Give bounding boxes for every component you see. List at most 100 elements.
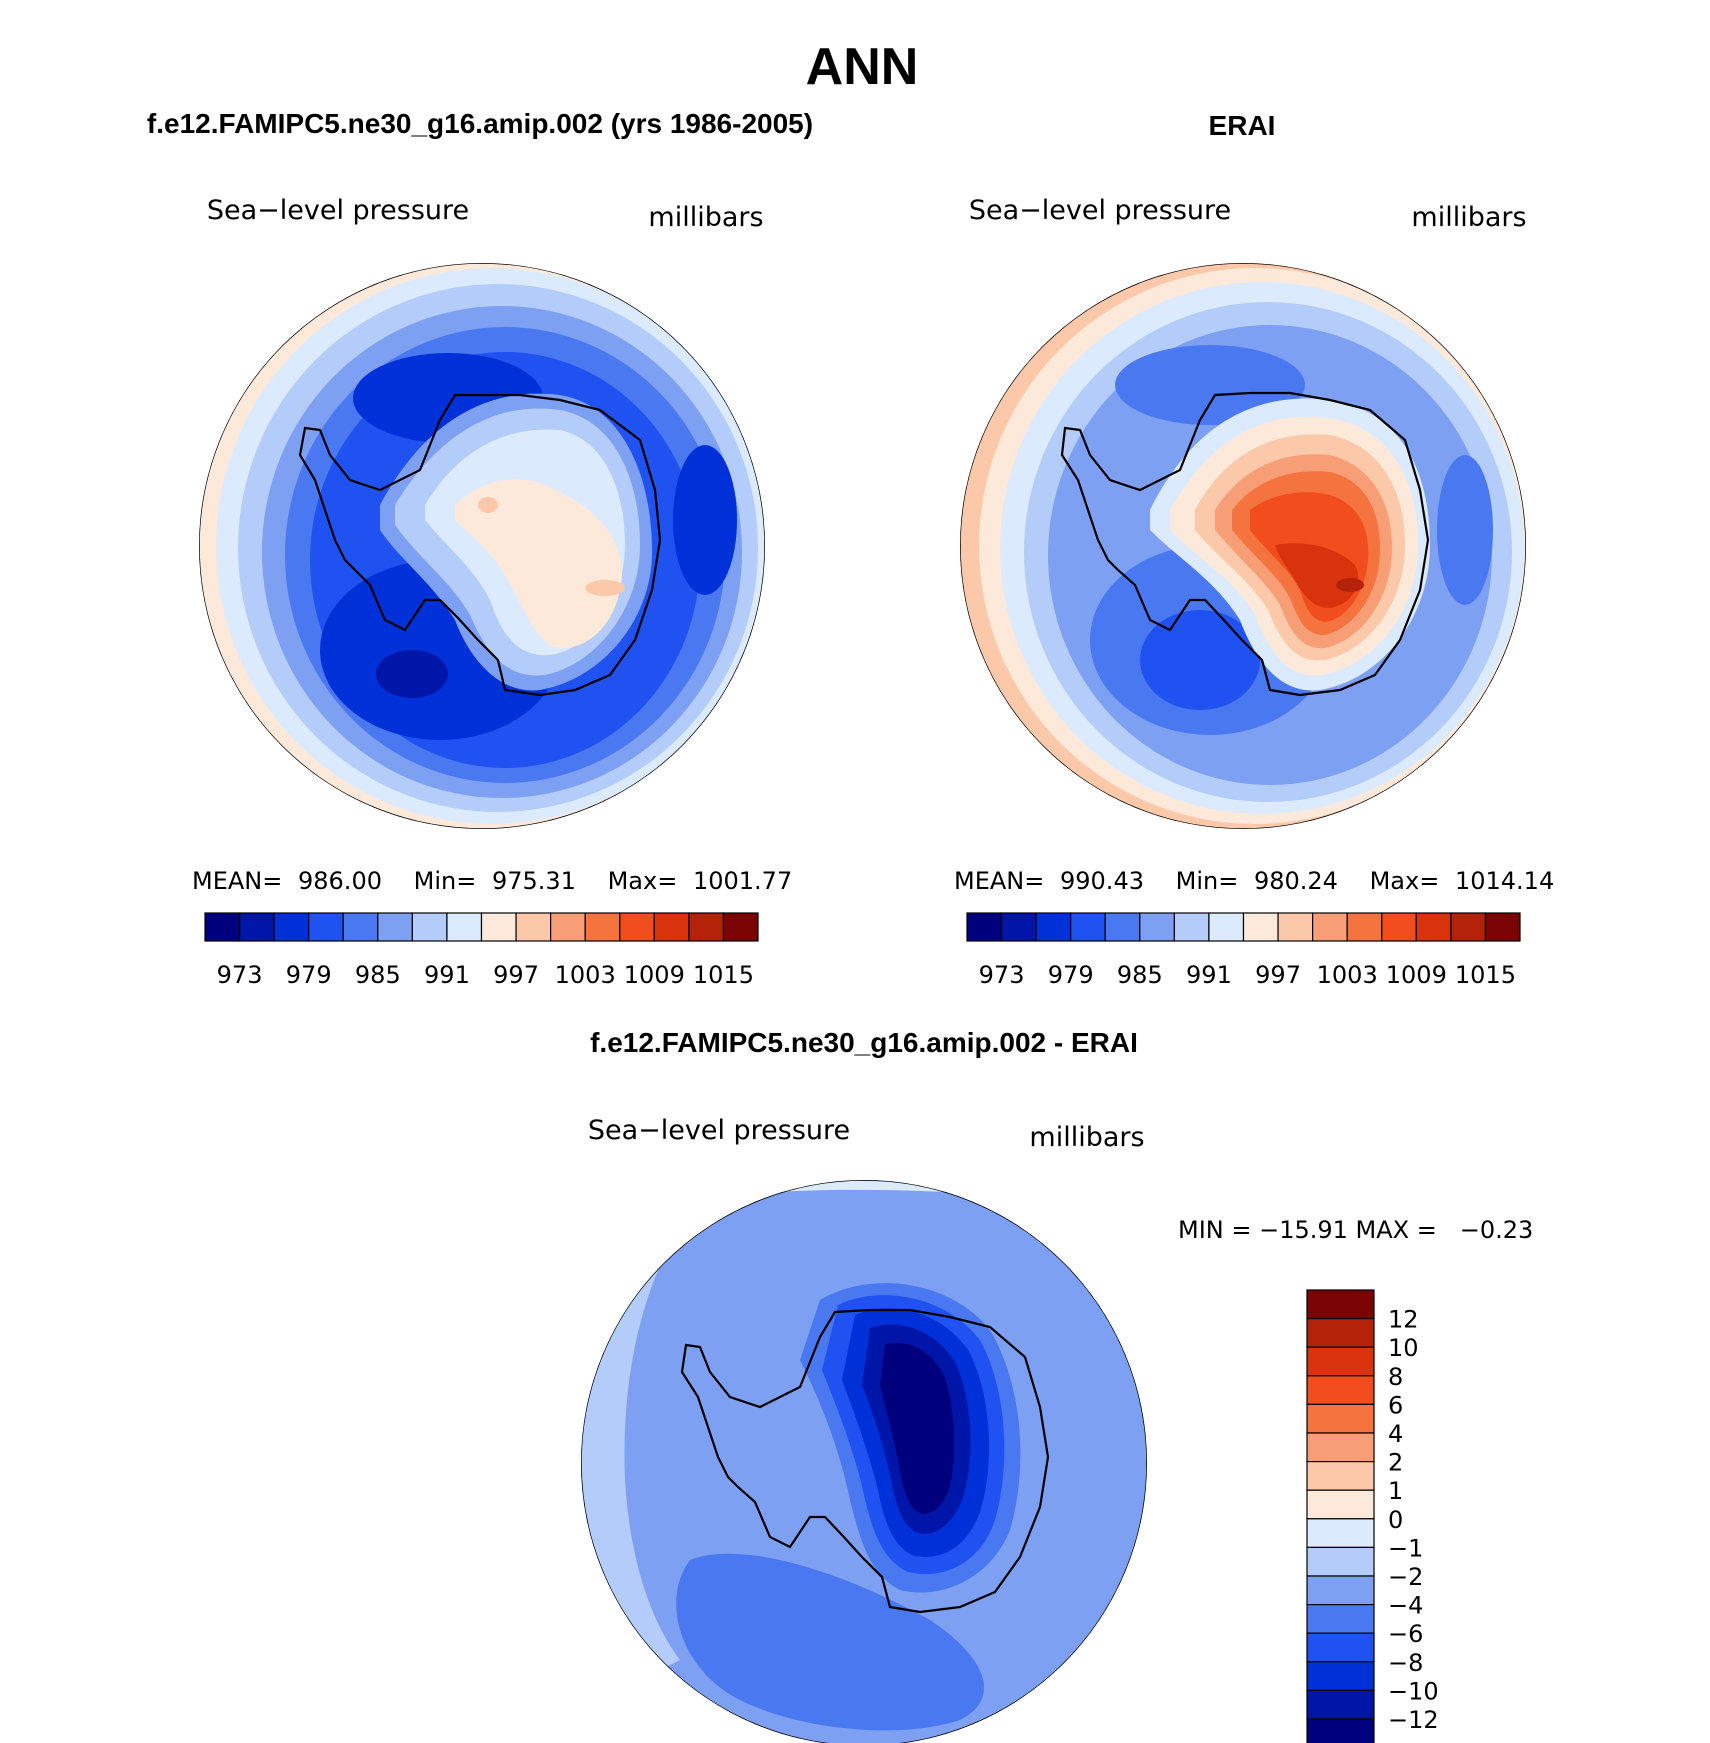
right-colorbar-box [1070,912,1106,942]
right-colorbar-box [1346,912,1383,942]
right-colorbar-box [1208,912,1245,942]
bottom-colorbar-tick-label: −6 [1388,1620,1423,1648]
bottom-colorbar-tick-label: −1 [1388,1534,1423,1562]
right-variable-label: Sea−level pressure [969,195,1231,226]
right-colorbar-box [966,912,1003,942]
right-units-label: millibars [1411,202,1526,233]
right-min-label: Min= [1176,867,1239,895]
left-panel-heading: f.e12.FAMIPC5.ne30_g16.amip.002 (yrs 198… [147,108,813,139]
bottom-colorbar-box [1306,1546,1375,1577]
right-colorbar-box [1000,912,1037,942]
bottom-colorbar-tick-label: 2 [1388,1449,1403,1477]
left-colorbar-box [273,912,310,942]
left-colorbar-tick-label: 985 [355,961,401,989]
left-colorbar-box [377,912,413,942]
bottom-colorbar-box [1306,1518,1375,1549]
bottom-colorbar-tick-label: 12 [1388,1306,1419,1334]
left-colorbar-box [204,912,241,942]
bottom-colorbar-box [1306,1403,1375,1434]
bottom-colorbar-box [1306,1289,1375,1320]
left-colorbar-box [584,912,621,942]
bottom-colorbar-tick-label: 0 [1388,1506,1403,1534]
left-colorbar-tick-label: 979 [286,961,332,989]
left-colorbar-box [411,912,448,942]
left-colorbar-tick-label: 973 [217,961,263,989]
bottom-colorbar-box [1306,1661,1375,1692]
left-colorbar: 973 979 985 991 997 1003 1009 1015 [204,912,759,989]
left-colorbar-tick-label: 1003 [555,961,616,989]
svg-text:MEAN= 986.00 Min=: MEAN= 986.00 Min= 975.31 Max= 1001.77 [192,867,792,895]
right-colorbar-tick-label: 973 [979,961,1025,989]
left-variable-label: Sea−level pressure [207,195,469,226]
left-colorbar-box [722,912,759,942]
bottom-colorbar-tick-label: 8 [1388,1363,1403,1391]
left-colorbar-box [515,912,552,942]
bottom-colorbar-box [1306,1632,1375,1663]
left-colorbar-box [308,912,344,942]
right-colorbar-box [1139,912,1175,942]
bottom-polar-map [581,1180,1147,1743]
right-mean-label: MEAN= [954,867,1044,895]
right-colorbar-box [1104,912,1141,942]
right-colorbar-box [1415,912,1452,942]
bottom-variable-label: Sea−level pressure [588,1115,850,1146]
right-colorbar-box [1173,912,1210,942]
right-colorbar-tick-label: 991 [1186,961,1232,989]
left-colorbar-box [688,912,725,942]
bottom-colorbar-tick-label: 4 [1388,1420,1403,1448]
right-min-value: 980.24 [1254,867,1338,895]
bottom-colorbar-box [1306,1689,1375,1720]
svg-text:MEAN= 990.43 Min=: MEAN= 990.43 Min= 980.24 Max= 1014.14 [954,867,1554,895]
bottom-colorbar-box [1306,1460,1375,1491]
right-max-value: 1014.14 [1455,867,1554,895]
right-mean-value: 990.43 [1060,867,1144,895]
left-colorbar-box [238,912,275,942]
left-mean-value: 986.00 [298,867,382,895]
bottom-colorbar-tick-label: −10 [1388,1677,1439,1705]
left-min-value: 975.31 [492,867,576,895]
bottom-minmax-text: MIN = −15.91 MAX = −0.23 [1178,1216,1533,1244]
left-units-label: millibars [648,202,763,233]
bottom-colorbar-tick-label: 1 [1388,1477,1403,1505]
right-colorbar-box [1242,912,1279,942]
left-colorbar-box [550,912,586,942]
bottom-colorbar-tick-label: −4 [1388,1592,1423,1620]
right-colorbar-box [1381,912,1417,942]
figure-title: ANN [806,38,919,96]
right-colorbar-box [1312,912,1348,942]
left-max-label: Max= [608,867,678,895]
left-polar-map [199,263,765,829]
left-max-value: 1001.77 [693,867,792,895]
bottom-colorbar-box [1306,1489,1375,1520]
right-colorbar: 973 979 985 991 997 1003 1009 1015 [966,912,1521,989]
right-colorbar-tick-label: 1015 [1455,961,1516,989]
bottom-colorbar-box [1306,1346,1375,1377]
right-panel-heading: ERAI [1209,110,1276,141]
right-colorbar-tick-label: 985 [1117,961,1163,989]
bottom-colorbar-tick-label: 6 [1388,1391,1403,1419]
left-colorbar-box [446,912,483,942]
bottom-colorbar-box [1306,1317,1375,1348]
bottom-colorbar-box [1306,1432,1375,1463]
right-colorbar-box [1277,912,1314,942]
right-colorbar-tick-label: 997 [1255,961,1301,989]
left-colorbar-box [480,912,517,942]
bottom-panel-heading: f.e12.FAMIPC5.ne30_g16.amip.002 - ERAI [590,1027,1138,1058]
right-colorbar-tick-label: 979 [1048,961,1094,989]
bottom-colorbar-box [1306,1603,1375,1634]
bottom-colorbar-box [1306,1718,1375,1743]
bottom-colorbar-tick-label: −2 [1388,1563,1423,1591]
left-colorbar-tick-label: 1009 [624,961,685,989]
right-max-label: Max= [1370,867,1440,895]
right-colorbar-box [1484,912,1521,942]
bottom-units-label: millibars [1029,1122,1144,1153]
right-colorbar-box [1035,912,1072,942]
bottom-colorbar-tick-label: −8 [1388,1649,1423,1677]
left-colorbar-box [619,912,655,942]
right-polar-map [960,263,1526,829]
left-colorbar-tick-label: 997 [493,961,539,989]
bottom-colorbar-tick-label: −12 [1388,1706,1439,1734]
left-mean-label: MEAN= [192,867,282,895]
